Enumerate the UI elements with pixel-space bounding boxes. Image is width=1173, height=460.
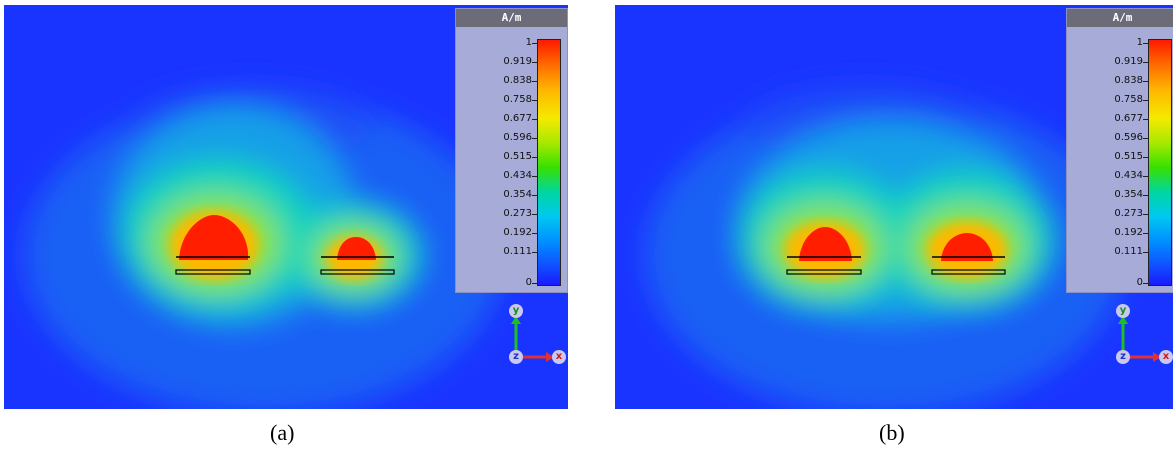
axis-triad: y z x	[500, 302, 566, 372]
legend-tick: 0.434	[1067, 170, 1149, 181]
legend-tick: 0.192	[1067, 227, 1149, 238]
field-plot-b: A/m 1 0.919 0.838 0.758 0.677 0.596 0.51…	[615, 5, 1173, 409]
y-axis-label: y	[1116, 304, 1130, 318]
legend-tick: 0.354	[1067, 189, 1149, 200]
legend-tick: 0.515	[456, 151, 538, 162]
legend-tick: 0.596	[456, 132, 538, 143]
field-plot-a: A/m 1 0.919 0.838 0.758 0.677 0.596 0.51…	[4, 5, 568, 409]
color-legend: A/m 1 0.919 0.838 0.758 0.677 0.596 0.51…	[455, 8, 568, 293]
z-axis-label: z	[1116, 350, 1130, 364]
color-legend: A/m 1 0.919 0.838 0.758 0.677 0.596 0.51…	[1066, 8, 1173, 293]
legend-tick: 0.596	[1067, 132, 1149, 143]
legend-tick: 0.273	[1067, 208, 1149, 219]
legend-tick: 0.111	[1067, 246, 1149, 257]
legend-tick: 0.111	[456, 246, 538, 257]
legend-tick: 0	[456, 277, 538, 288]
caption-b: (b)	[879, 420, 905, 445]
legend-unit: A/m	[456, 9, 567, 27]
legend-tick: 0.758	[1067, 94, 1149, 105]
legend-tick: 0	[1067, 277, 1149, 288]
legend-unit: A/m	[1067, 9, 1173, 27]
y-axis-label: y	[509, 304, 523, 318]
legend-tick: 0.192	[456, 227, 538, 238]
caption-a: (a)	[270, 420, 295, 445]
legend-tick: 1	[456, 37, 538, 48]
legend-tick: 0.354	[456, 189, 538, 200]
legend-tick: 0.838	[456, 75, 538, 86]
legend-tick: 0.515	[1067, 151, 1149, 162]
z-axis-label: z	[509, 350, 523, 364]
legend-tick: 0.838	[1067, 75, 1149, 86]
axis-arrows-icon	[1118, 316, 1161, 362]
axis-arrows-icon	[511, 316, 554, 362]
x-axis-label: x	[1159, 350, 1173, 364]
legend-tick: 0.273	[456, 208, 538, 219]
legend-tick: 0.758	[456, 94, 538, 105]
legend-tick: 0.919	[456, 56, 538, 67]
legend-tick: 0.919	[1067, 56, 1149, 67]
axis-triad: y z x	[1107, 302, 1173, 372]
legend-tick: 1	[1067, 37, 1149, 48]
color-bar	[1148, 39, 1172, 286]
legend-tick: 0.434	[456, 170, 538, 181]
x-axis-label: x	[552, 350, 566, 364]
color-bar	[537, 39, 561, 286]
legend-tick: 0.677	[1067, 113, 1149, 124]
legend-tick: 0.677	[456, 113, 538, 124]
